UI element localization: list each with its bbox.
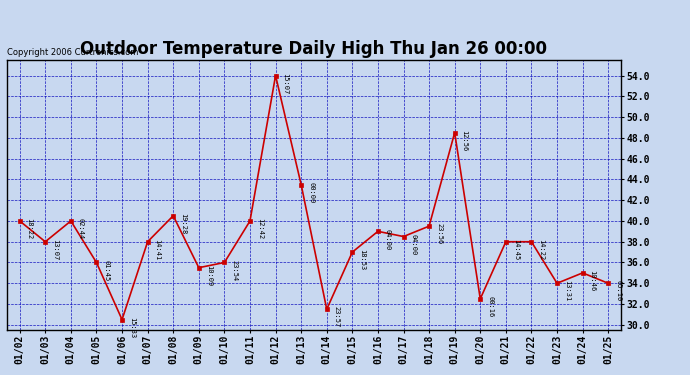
Text: 05:10: 05:10 xyxy=(615,280,621,302)
Text: 18:22: 18:22 xyxy=(27,218,32,239)
Text: 23:57: 23:57 xyxy=(334,306,339,328)
Text: Copyright 2006 Curtronics.com: Copyright 2006 Curtronics.com xyxy=(7,48,138,57)
Text: 14:41: 14:41 xyxy=(155,239,161,260)
Text: 12:56: 12:56 xyxy=(462,130,468,151)
Text: 13:07: 13:07 xyxy=(52,239,58,260)
Text: 23:54: 23:54 xyxy=(231,260,237,281)
Title: Outdoor Temperature Daily High Thu Jan 26 00:00: Outdoor Temperature Daily High Thu Jan 2… xyxy=(81,40,547,58)
Text: 12:42: 12:42 xyxy=(257,218,263,239)
Text: 23:56: 23:56 xyxy=(436,224,442,245)
Text: 00:00: 00:00 xyxy=(308,182,314,203)
Text: 14:22: 14:22 xyxy=(538,239,544,260)
Text: 13:31: 13:31 xyxy=(564,280,570,302)
Text: 02:44: 02:44 xyxy=(78,218,83,239)
Text: 18:53: 18:53 xyxy=(359,249,365,271)
Text: 14:45: 14:45 xyxy=(513,239,519,260)
Text: 10:46: 10:46 xyxy=(589,270,595,291)
Text: 00:16: 00:16 xyxy=(487,296,493,317)
Text: 15:33: 15:33 xyxy=(129,317,135,338)
Text: 01:45: 01:45 xyxy=(104,260,110,281)
Text: 04:00: 04:00 xyxy=(411,234,417,255)
Text: 19:28: 19:28 xyxy=(180,213,186,234)
Text: 10:09: 10:09 xyxy=(206,265,212,286)
Text: 04:00: 04:00 xyxy=(385,229,391,250)
Text: 15:07: 15:07 xyxy=(282,73,288,94)
